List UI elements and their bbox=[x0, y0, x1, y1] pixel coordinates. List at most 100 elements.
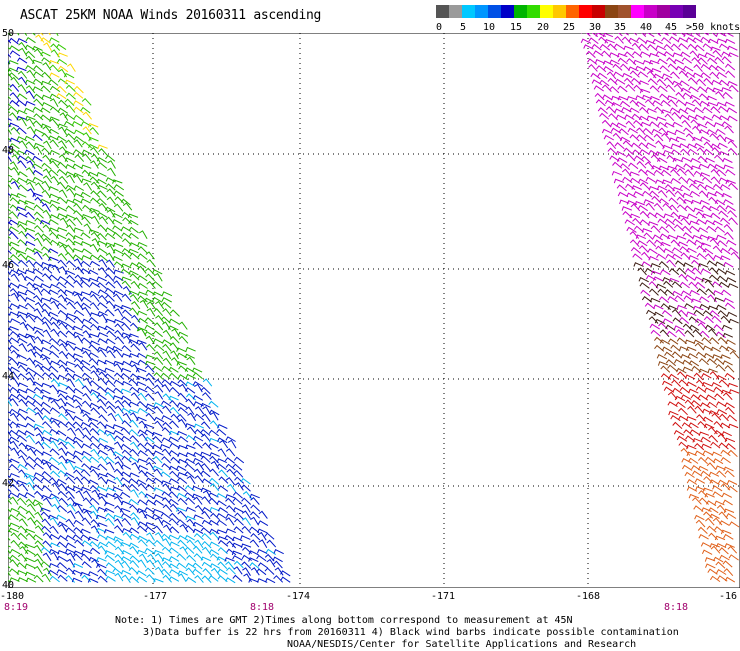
wind-barb bbox=[154, 559, 164, 569]
wind-barb bbox=[641, 228, 653, 233]
legend-label: >50 knots bbox=[686, 22, 740, 33]
wind-barb bbox=[24, 240, 36, 247]
wind-barb bbox=[80, 268, 91, 275]
wind-barb bbox=[57, 389, 68, 395]
wind-barb bbox=[97, 492, 108, 498]
wind-barb bbox=[83, 510, 93, 519]
wind-barb bbox=[8, 306, 13, 311]
wind-barb bbox=[153, 351, 164, 360]
wind-barb bbox=[95, 514, 107, 520]
wind-barb bbox=[622, 72, 633, 78]
wind-barb bbox=[144, 429, 155, 436]
wind-barb bbox=[679, 114, 690, 121]
wind-barb bbox=[711, 412, 722, 421]
wind-barb bbox=[105, 154, 116, 162]
wind-barb bbox=[56, 43, 67, 51]
wind-barb bbox=[209, 563, 221, 569]
wind-barb bbox=[240, 535, 251, 540]
wind-barb bbox=[717, 479, 729, 486]
wind-barb bbox=[704, 157, 715, 163]
wind-barb bbox=[664, 289, 675, 296]
wind-barb bbox=[153, 384, 164, 393]
wind-barb bbox=[58, 523, 68, 533]
wind-barb bbox=[706, 525, 717, 533]
wind-barb bbox=[17, 155, 28, 162]
wind-barb bbox=[660, 373, 672, 380]
wind-barb bbox=[105, 338, 116, 345]
wind-barb bbox=[32, 45, 43, 51]
wind-barb bbox=[208, 400, 219, 408]
wind-barb bbox=[176, 413, 187, 422]
wind-barb bbox=[122, 202, 133, 211]
legend-swatch bbox=[644, 5, 657, 18]
wind-barb bbox=[643, 232, 654, 240]
wind-barb bbox=[103, 359, 115, 365]
wind-barb bbox=[145, 372, 156, 381]
wind-barb bbox=[242, 546, 252, 554]
wind-barb bbox=[32, 484, 44, 492]
wind-barb bbox=[64, 395, 75, 402]
wind-barb bbox=[91, 215, 100, 225]
wind-barb bbox=[162, 538, 172, 547]
wind-barb bbox=[697, 227, 709, 233]
wind-barb bbox=[218, 469, 228, 478]
wind-barb bbox=[82, 490, 92, 499]
wind-barb bbox=[680, 394, 692, 400]
wind-barb bbox=[66, 301, 76, 310]
wind-barb bbox=[707, 294, 717, 303]
wind-barb bbox=[666, 165, 678, 171]
wind-barb bbox=[645, 176, 656, 183]
wind-barb bbox=[112, 231, 123, 239]
wind-barb bbox=[225, 463, 236, 471]
wind-barb bbox=[639, 148, 650, 156]
wind-barb bbox=[41, 494, 52, 500]
wind-barb bbox=[16, 333, 28, 339]
wind-barb bbox=[248, 557, 259, 563]
wind-barb bbox=[146, 343, 156, 352]
wind-barb bbox=[90, 231, 101, 240]
wind-barb bbox=[49, 344, 60, 352]
wind-barb bbox=[8, 137, 12, 142]
wind-barb bbox=[144, 385, 155, 393]
wind-barb bbox=[40, 114, 51, 121]
wind-barb bbox=[168, 449, 180, 457]
wind-barb bbox=[114, 413, 124, 422]
wind-barb bbox=[692, 37, 703, 44]
wind-barb bbox=[656, 253, 667, 260]
wind-barb bbox=[73, 450, 84, 456]
wind-barb bbox=[629, 107, 640, 114]
wind-barb bbox=[714, 56, 725, 65]
wind-barb bbox=[8, 192, 12, 197]
wind-barb bbox=[72, 485, 83, 491]
wind-barb bbox=[667, 99, 678, 107]
wind-barb bbox=[192, 381, 204, 387]
wind-barb bbox=[25, 367, 36, 374]
wind-barb bbox=[699, 172, 711, 177]
wind-barb bbox=[96, 197, 107, 206]
wind-barb bbox=[34, 558, 43, 568]
wind-barb bbox=[685, 268, 696, 275]
wind-barb bbox=[177, 379, 188, 387]
wind-barb bbox=[120, 477, 131, 484]
wind-barb bbox=[121, 420, 132, 428]
wind-barb bbox=[176, 492, 188, 499]
wind-barb bbox=[128, 409, 139, 414]
wind-barb bbox=[170, 350, 179, 360]
wind-barb bbox=[697, 394, 709, 401]
wind-barb bbox=[128, 429, 139, 437]
wind-barb bbox=[675, 99, 687, 106]
wind-barb bbox=[8, 346, 12, 352]
wind-barb bbox=[65, 133, 76, 141]
wind-barb bbox=[637, 267, 647, 276]
wind-barb bbox=[185, 381, 196, 387]
wind-barb bbox=[591, 43, 602, 51]
wind-barb bbox=[695, 318, 706, 325]
wind-barb bbox=[56, 135, 67, 142]
wind-barb bbox=[202, 378, 213, 387]
legend-label: 40 bbox=[640, 22, 653, 33]
legend-labels: 0 5 10 15 20 25 30 35 40 45 >50 knots bbox=[436, 22, 740, 36]
wind-barb bbox=[56, 555, 67, 562]
wind-barb bbox=[40, 107, 51, 114]
wind-barb bbox=[112, 225, 123, 232]
wind-barb bbox=[8, 355, 12, 359]
